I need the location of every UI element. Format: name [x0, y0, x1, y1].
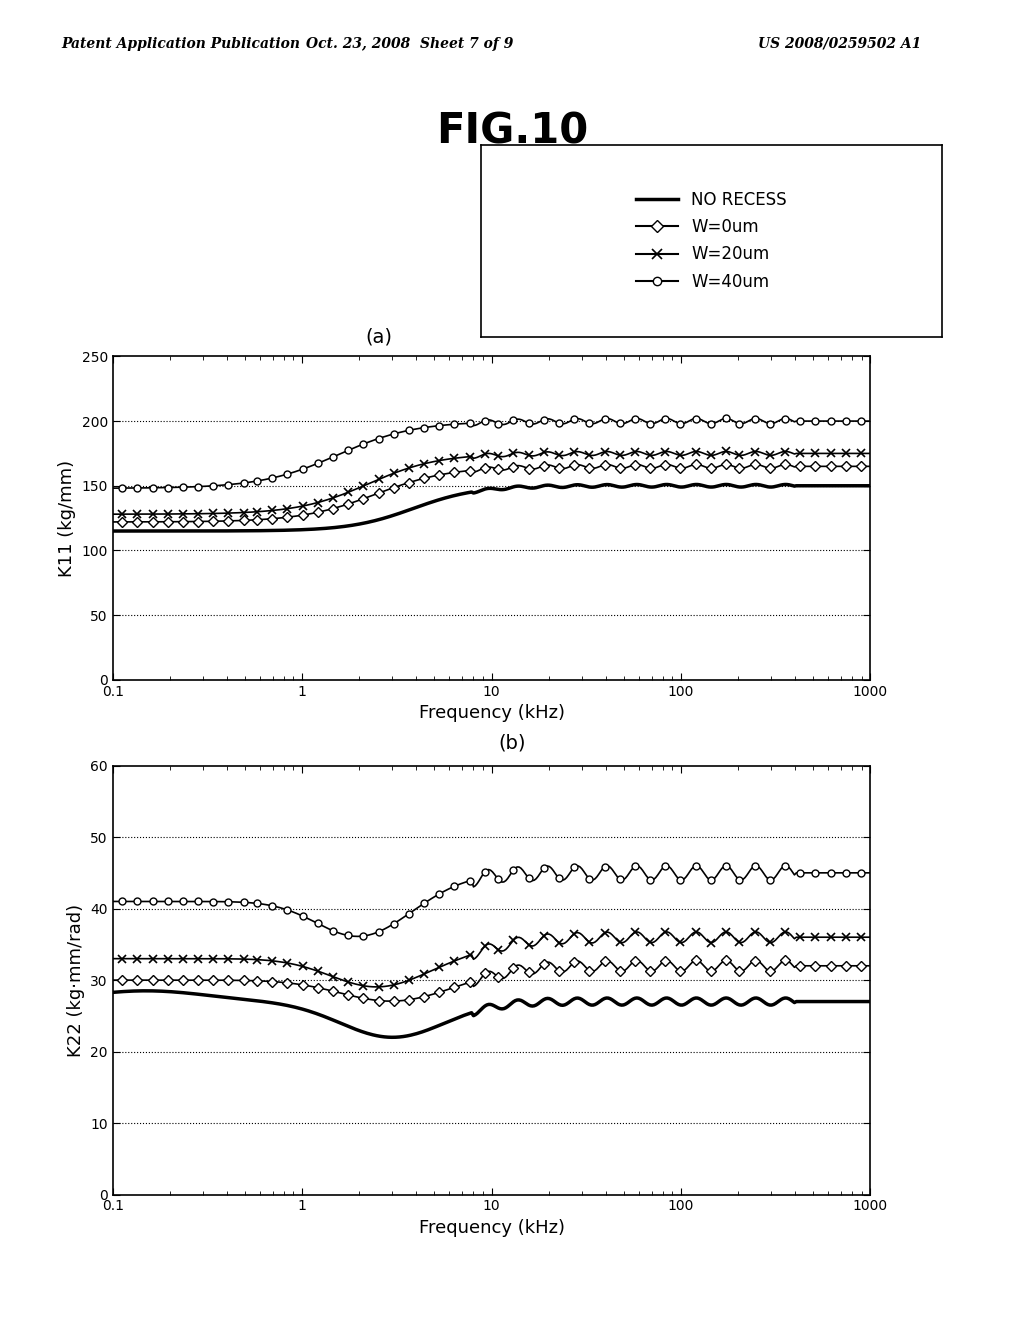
X-axis label: Frequency (kHz): Frequency (kHz) — [419, 704, 564, 722]
Text: Oct. 23, 2008  Sheet 7 of 9: Oct. 23, 2008 Sheet 7 of 9 — [306, 37, 513, 51]
X-axis label: Frequency (kHz): Frequency (kHz) — [419, 1218, 564, 1237]
Legend: NO RECESS, W=0um, W=20um, W=40um: NO RECESS, W=0um, W=20um, W=40um — [632, 186, 792, 296]
Text: Patent Application Publication: Patent Application Publication — [61, 37, 300, 51]
Text: (b): (b) — [499, 734, 525, 752]
Text: (a): (a) — [366, 327, 392, 346]
Y-axis label: K22 (kg·mm/rad): K22 (kg·mm/rad) — [67, 903, 85, 1057]
Y-axis label: K11 (kg/mm): K11 (kg/mm) — [57, 459, 76, 577]
Text: FIG.10: FIG.10 — [436, 111, 588, 153]
Text: US 2008/0259502 A1: US 2008/0259502 A1 — [758, 37, 921, 51]
